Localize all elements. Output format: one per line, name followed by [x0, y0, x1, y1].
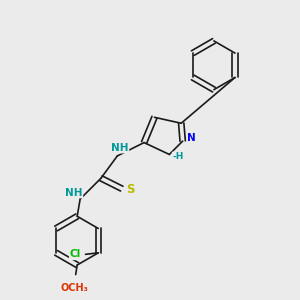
Text: NH: NH — [111, 142, 128, 153]
Text: OCH₃: OCH₃ — [60, 283, 88, 293]
Text: Cl: Cl — [70, 249, 81, 259]
Text: N: N — [187, 133, 196, 142]
Text: -H: -H — [172, 152, 184, 161]
Text: S: S — [126, 183, 134, 196]
Text: NH: NH — [65, 188, 82, 197]
